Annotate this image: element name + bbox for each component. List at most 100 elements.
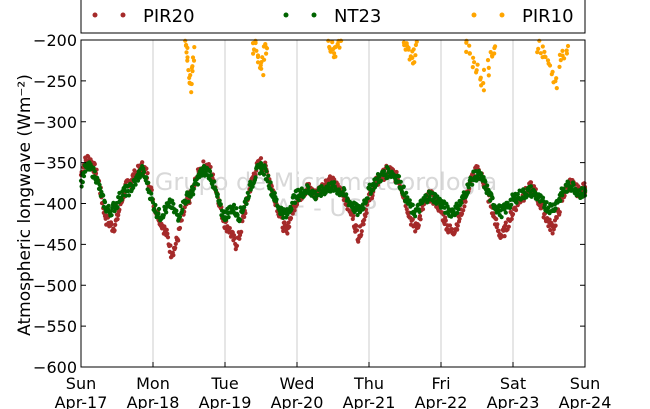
- data-point: [188, 73, 193, 78]
- data-point: [242, 205, 247, 210]
- data-point: [108, 209, 114, 214]
- data-point: [208, 178, 213, 183]
- data-point: [459, 200, 464, 205]
- data-point: [131, 185, 136, 190]
- data-point: [413, 42, 418, 48]
- data-point: [443, 218, 448, 223]
- data-point: [459, 211, 465, 216]
- data-point: [146, 180, 151, 185]
- data-point: [363, 200, 369, 205]
- data-point: [171, 201, 176, 206]
- x-tick-day: Sat: [500, 374, 526, 393]
- data-point: [141, 166, 146, 171]
- data-point: [506, 224, 511, 229]
- data-point: [115, 217, 120, 222]
- data-point: [149, 191, 154, 196]
- data-point: [538, 51, 543, 56]
- data-point: [547, 217, 552, 222]
- data-point: [404, 207, 409, 212]
- x-tick-date: Apr-19: [199, 393, 252, 409]
- data-point: [190, 55, 196, 60]
- data-point: [398, 179, 403, 184]
- data-point: [168, 243, 173, 248]
- data-point: [180, 207, 185, 212]
- data-point: [245, 190, 250, 195]
- legend-marker: [92, 12, 98, 18]
- data-point: [408, 54, 413, 59]
- data-point: [126, 188, 131, 194]
- data-point: [410, 202, 415, 207]
- data-point: [184, 50, 189, 55]
- x-tick-date: Apr-22: [415, 393, 468, 409]
- y-tick-label: −600: [33, 358, 77, 377]
- x-tick-day: Mon: [136, 374, 170, 393]
- data-point: [253, 175, 258, 180]
- data-point: [564, 48, 569, 53]
- legend: PIR20 NT23 PIR10: [80, 0, 586, 34]
- legend-label-nt23: NT23: [334, 6, 381, 27]
- data-point: [427, 194, 432, 200]
- data-point: [355, 212, 360, 218]
- data-point: [490, 196, 495, 201]
- data-point: [413, 229, 418, 234]
- data-point: [359, 232, 364, 237]
- data-point: [92, 169, 97, 174]
- data-point: [411, 47, 416, 52]
- data-point: [560, 48, 565, 54]
- data-point: [207, 169, 213, 174]
- data-point: [413, 53, 418, 58]
- data-point: [291, 193, 297, 198]
- data-point: [410, 217, 415, 222]
- data-point: [190, 69, 195, 74]
- data-point: [510, 212, 516, 217]
- data-point: [465, 190, 471, 195]
- data-point: [306, 185, 311, 190]
- data-point: [205, 173, 210, 178]
- data-point: [239, 229, 244, 234]
- data-point: [413, 214, 418, 219]
- data-point: [186, 199, 191, 204]
- data-point: [119, 197, 124, 202]
- legend-label-pir10: PIR10: [522, 6, 574, 27]
- data-point: [554, 86, 559, 91]
- data-point: [164, 227, 169, 232]
- data-point: [475, 164, 480, 169]
- data-point: [485, 183, 490, 188]
- data-point: [177, 214, 183, 219]
- data-point: [464, 40, 469, 45]
- data-point: [299, 186, 304, 191]
- x-tick-day: Wed: [280, 374, 315, 393]
- data-point: [540, 195, 546, 200]
- data-point: [405, 195, 410, 200]
- data-point: [189, 81, 194, 87]
- data-point: [113, 222, 118, 227]
- data-point: [212, 179, 217, 184]
- data-point: [503, 220, 508, 225]
- data-point: [285, 231, 290, 236]
- data-point: [396, 174, 402, 179]
- data-point: [164, 210, 169, 215]
- data-point: [218, 202, 223, 207]
- data-point: [333, 54, 338, 59]
- data-point: [461, 208, 466, 213]
- data-point: [406, 45, 411, 50]
- data-point: [467, 43, 472, 48]
- data-point: [474, 70, 479, 75]
- data-point: [173, 241, 178, 246]
- data-point: [344, 192, 349, 197]
- data-point: [174, 208, 179, 213]
- data-point: [557, 210, 562, 215]
- data-point: [237, 217, 243, 222]
- legend-marker: [283, 12, 289, 18]
- data-point: [156, 206, 162, 212]
- data-point: [513, 208, 519, 213]
- data-point: [558, 58, 563, 63]
- data-point: [286, 220, 291, 225]
- data-point: [262, 57, 267, 62]
- data-point: [492, 51, 497, 56]
- data-point: [365, 196, 370, 201]
- data-point: [478, 77, 483, 82]
- data-point: [261, 73, 266, 78]
- data-point: [378, 178, 384, 183]
- data-point: [234, 206, 239, 211]
